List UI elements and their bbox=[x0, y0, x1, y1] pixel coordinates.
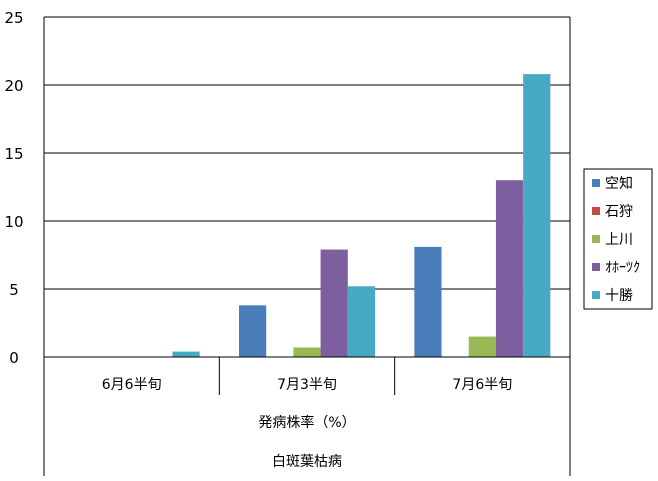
bar-4-3 bbox=[495, 180, 524, 357]
y-tick-label: 0 bbox=[9, 349, 19, 367]
bar-1-2 bbox=[239, 305, 267, 357]
bar-5-1 bbox=[172, 351, 200, 357]
x-group-label: 白斑葉枯病 bbox=[272, 454, 342, 470]
y-axis-ticks: 0 5 10 15 20 25 bbox=[4, 9, 23, 367]
bar-3-3 bbox=[468, 336, 496, 357]
x-axis-group-labels: 発病株率（%） 白斑葉枯病 bbox=[258, 414, 355, 470]
legend-swatch bbox=[592, 291, 600, 299]
y-tick-label: 10 bbox=[4, 213, 23, 231]
legend-label: 十勝 bbox=[605, 288, 633, 304]
bar-3-2 bbox=[293, 347, 321, 357]
axes bbox=[43, 17, 571, 476]
legend-label: 上川 bbox=[605, 232, 633, 248]
legend-box bbox=[583, 168, 653, 310]
bar-1-3 bbox=[414, 246, 442, 357]
x-category-label: 7月6半旬 bbox=[452, 377, 512, 393]
y-tick-label: 20 bbox=[4, 77, 23, 95]
legend-swatch bbox=[592, 263, 600, 271]
y-tick-label: 5 bbox=[9, 281, 19, 299]
bar-5-3 bbox=[523, 74, 551, 358]
x-axis-categories: 6月6半旬 7月3半旬 7月6半旬 bbox=[102, 377, 512, 393]
y-tick-label: 15 bbox=[4, 145, 23, 163]
legend-label: 石狩 bbox=[605, 204, 633, 220]
legend-label: ｵﾎｰﾂｸ bbox=[605, 260, 640, 276]
gridlines bbox=[44, 16, 570, 290]
x-group-label: 発病株率（%） bbox=[258, 414, 355, 431]
bar-4-2 bbox=[320, 249, 348, 357]
legend-swatch bbox=[592, 235, 600, 243]
bars bbox=[172, 74, 551, 358]
x-category-label: 7月3半旬 bbox=[277, 377, 337, 393]
legend-swatch bbox=[592, 207, 600, 215]
legend-swatch bbox=[592, 179, 600, 187]
x-category-label: 6月6半旬 bbox=[102, 377, 162, 393]
legend-label: 空知 bbox=[605, 175, 633, 192]
bar-5-2 bbox=[347, 286, 375, 357]
y-tick-label: 25 bbox=[4, 9, 23, 27]
